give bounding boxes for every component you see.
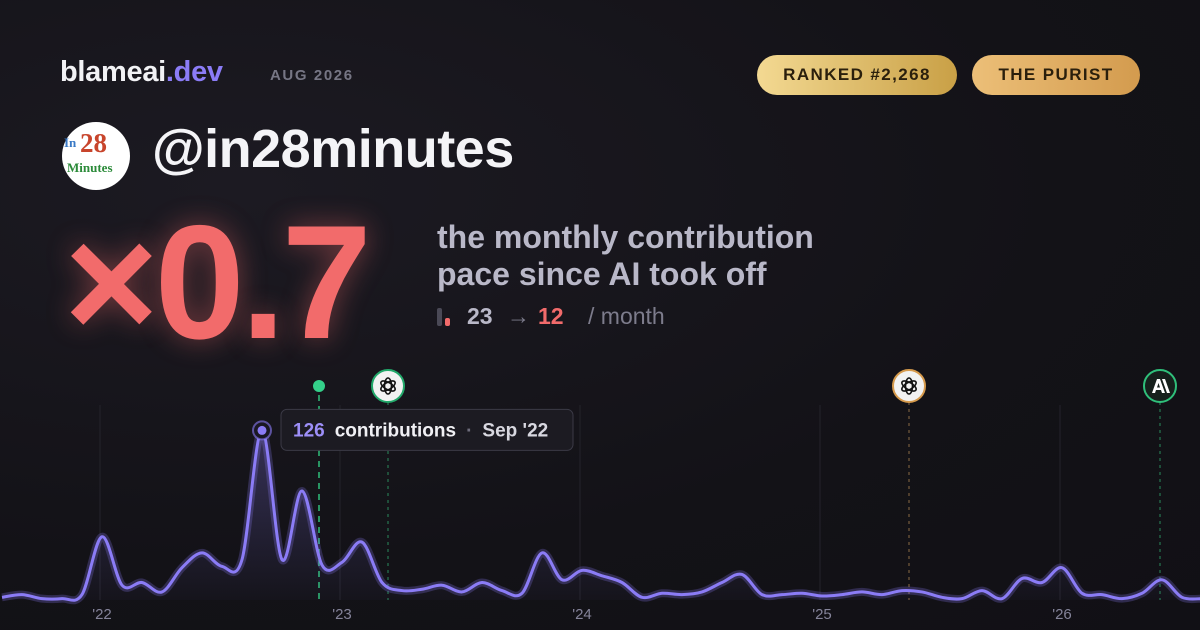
rank-badge: RANKED #2,268: [757, 55, 957, 95]
tooltip-label: contributions: [335, 420, 456, 441]
avatar: In 28 Minutes: [62, 122, 130, 190]
avatar-text: Minutes: [67, 160, 113, 175]
openai-icon: [371, 369, 405, 403]
x-tick-label: '22: [92, 606, 112, 623]
avatar-text: In: [64, 135, 77, 150]
brand: blameai.dev: [60, 56, 223, 89]
x-tick-label: '23: [332, 606, 352, 623]
description: the monthly contribution: [437, 219, 814, 255]
tooltip-separator: ·: [466, 420, 472, 441]
brand-name: blameai: [60, 56, 166, 88]
x-tick-label: '24: [572, 606, 592, 623]
tooltip-text: 126 contributions · Sep '22: [293, 420, 548, 441]
events: [313, 369, 1177, 600]
pace-icon: [437, 308, 451, 326]
area: [2, 430, 1200, 601]
pace-before: 23: [467, 303, 493, 329]
multiplier: ×0.7: [64, 192, 372, 373]
tooltip-date: Sep '22: [482, 420, 548, 441]
handle: @in28minutes: [152, 119, 514, 179]
x-tick-label: '26: [1052, 606, 1072, 623]
openai-icon: [892, 369, 926, 403]
avatar-text: 28: [80, 128, 107, 158]
event-dot: [313, 380, 325, 392]
date: AUG 2026: [270, 67, 354, 84]
x-tick-label: '25: [812, 606, 832, 623]
anthropic-icon: [1143, 369, 1177, 403]
point: [257, 425, 267, 435]
pace-after: 12: [538, 303, 564, 329]
brand-suffix: .dev: [165, 56, 223, 88]
description: pace since AI took off: [437, 256, 767, 292]
pace-arrow: →: [507, 303, 530, 329]
tooltip-value: 126: [293, 420, 325, 441]
title-badge: THE PURIST: [972, 55, 1140, 95]
tooltip: [280, 408, 574, 451]
pace-unit: / month: [588, 303, 665, 329]
line: [1, 428, 1200, 602]
